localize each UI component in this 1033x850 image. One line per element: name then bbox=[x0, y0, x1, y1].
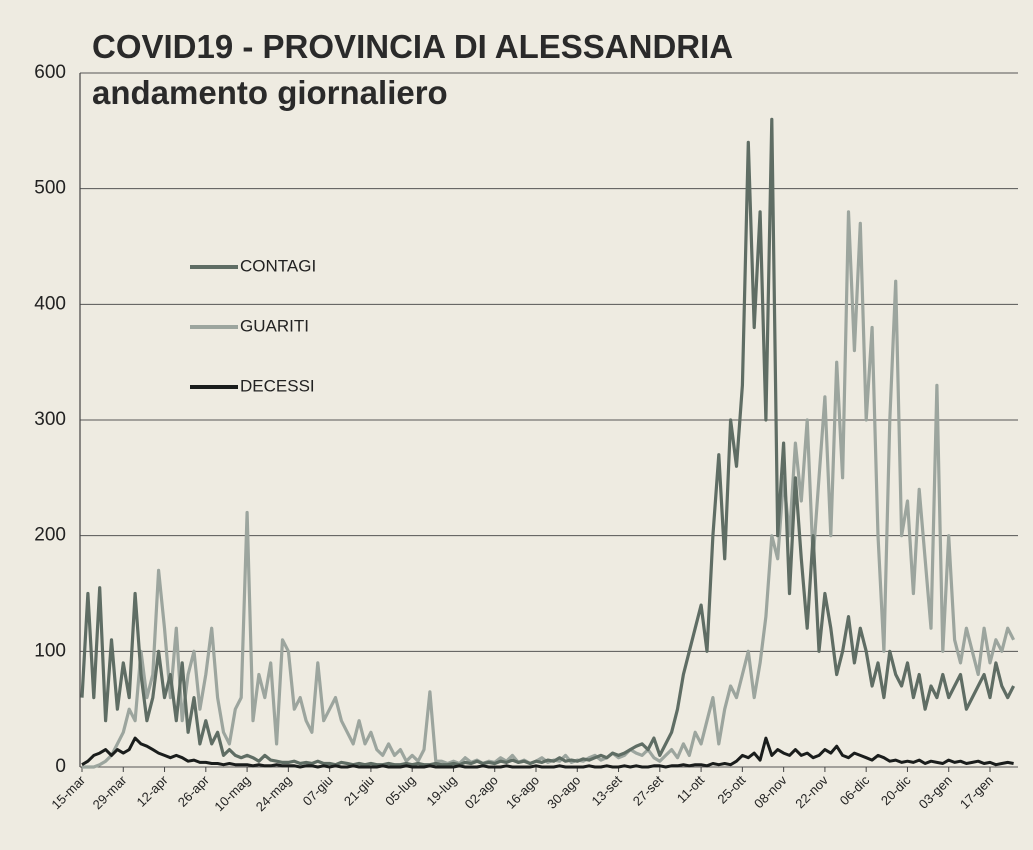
legend-label: CONTAGI bbox=[240, 256, 316, 275]
y-tick-label: 600 bbox=[34, 62, 66, 83]
legend-label: DECESSI bbox=[240, 376, 315, 395]
chart-title: COVID19 - PROVINCIA DI ALESSANDRIA bbox=[92, 28, 733, 65]
y-tick-label: 100 bbox=[34, 640, 66, 661]
y-tick-label: 400 bbox=[34, 293, 66, 314]
legend-label: GUARITI bbox=[240, 316, 309, 335]
y-tick-label: 200 bbox=[34, 525, 66, 546]
y-tick-label: 300 bbox=[34, 409, 66, 430]
chart-subtitle: andamento giornaliero bbox=[92, 74, 448, 111]
series-line bbox=[80, 117, 1016, 767]
y-tick-label: 0 bbox=[55, 756, 66, 777]
series-line bbox=[82, 210, 1016, 769]
y-tick-label: 500 bbox=[34, 178, 66, 199]
series-line bbox=[81, 736, 1014, 769]
